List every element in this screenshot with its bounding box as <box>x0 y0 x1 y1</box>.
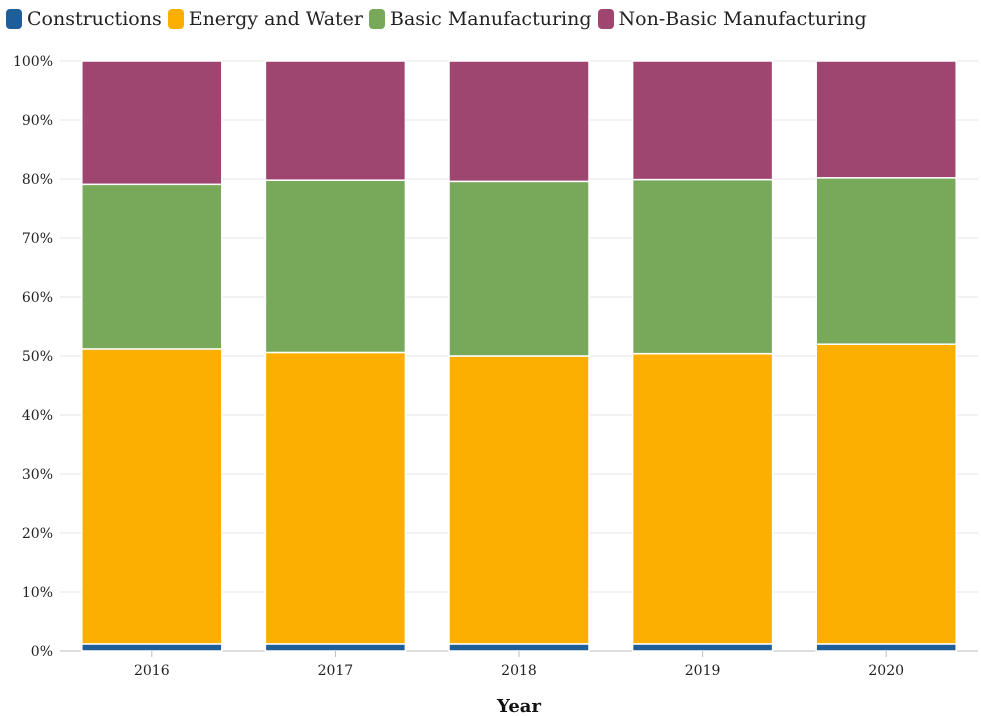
x-axis-title: Year <box>496 696 541 716</box>
bar-basic-manufacturing-2018[interactable] <box>448 180 590 357</box>
bar-constructions-2020[interactable] <box>815 643 957 652</box>
y-axis-ticks: 0% 10% 20% 30% 40% 50% 60% 70% 80% 90% 100% <box>13 54 53 660</box>
x-axis-ticks: 2016 2017 2018 2019 2020 <box>134 651 904 679</box>
legend-label-non-basic-manufacturing: Non-Basic Manufacturing <box>618 8 867 30</box>
bar-energy-and-water-2020[interactable] <box>815 343 957 645</box>
x-tick-label: 2017 <box>318 663 354 679</box>
bar-constructions-2019[interactable] <box>631 643 774 652</box>
bar-constructions-2018[interactable] <box>448 643 590 652</box>
y-tick-label: 20% <box>22 526 53 542</box>
y-tick-label: 60% <box>22 290 53 306</box>
legend-label-constructions: Constructions <box>27 8 162 30</box>
bar-constructions-2017[interactable] <box>264 643 407 652</box>
bar-energy-and-water-2018[interactable] <box>448 355 590 645</box>
bar-basic-manufacturing-2017[interactable] <box>264 179 407 354</box>
legend-item-energy-and-water[interactable]: Energy and Water <box>167 8 364 30</box>
legend-swatch-basic-manufacturing <box>369 9 386 29</box>
bar-basic-manufacturing-2020[interactable] <box>815 177 957 345</box>
legend: Constructions Energy and Water Basic Man… <box>6 6 873 32</box>
bar-non-basic-manufacturing-2017[interactable] <box>264 60 407 181</box>
y-tick-label: 10% <box>22 585 53 601</box>
bar-energy-and-water-2016[interactable] <box>81 348 223 645</box>
bar-energy-and-water-2017[interactable] <box>264 351 407 645</box>
bar-non-basic-manufacturing-2019[interactable] <box>631 60 774 181</box>
legend-swatch-non-basic-manufacturing <box>597 9 614 29</box>
bar-basic-manufacturing-2016[interactable] <box>81 183 223 350</box>
legend-item-constructions[interactable]: Constructions <box>6 8 162 30</box>
legend-item-basic-manufacturing[interactable]: Basic Manufacturing <box>369 8 592 30</box>
bar-non-basic-manufacturing-2018[interactable] <box>448 60 590 183</box>
legend-item-non-basic-manufacturing[interactable]: Non-Basic Manufacturing <box>597 8 867 30</box>
x-tick-label: 2020 <box>868 663 904 679</box>
x-tick-label: 2018 <box>501 663 537 679</box>
y-tick-label: 0% <box>31 644 53 660</box>
y-tick-label: 70% <box>22 231 53 247</box>
bars <box>81 60 957 652</box>
bar-basic-manufacturing-2019[interactable] <box>631 178 774 355</box>
y-tick-label: 80% <box>22 172 53 188</box>
y-tick-label: 40% <box>22 408 53 424</box>
y-tick-label: 50% <box>22 349 53 365</box>
legend-swatch-energy-and-water <box>167 9 184 29</box>
x-tick-label: 2019 <box>685 663 721 679</box>
y-tick-label: 90% <box>22 113 53 129</box>
bar-non-basic-manufacturing-2020[interactable] <box>815 60 957 179</box>
y-tick-label: 30% <box>22 467 53 483</box>
bar-constructions-2016[interactable] <box>81 643 223 652</box>
bar-non-basic-manufacturing-2016[interactable] <box>81 60 223 186</box>
y-tick-label: 100% <box>13 54 53 70</box>
legend-label-energy-and-water: Energy and Water <box>188 8 364 30</box>
bar-energy-and-water-2019[interactable] <box>631 352 774 645</box>
legend-label-basic-manufacturing: Basic Manufacturing <box>390 8 592 30</box>
x-tick-label: 2016 <box>134 663 170 679</box>
legend-swatch-constructions <box>6 9 22 29</box>
